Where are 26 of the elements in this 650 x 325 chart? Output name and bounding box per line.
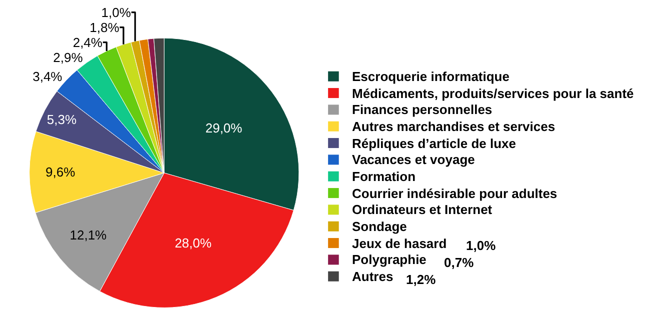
data-label: 29,0% bbox=[205, 120, 243, 136]
legend-label: Finances personnelles bbox=[352, 102, 492, 117]
legend-label: Répliques d’article de luxe bbox=[352, 136, 516, 151]
text: 1,2% bbox=[406, 272, 436, 287]
data-label: 2,9% bbox=[53, 50, 84, 65]
legend-label: Médicaments, produits/services pour la santé bbox=[352, 86, 634, 101]
legend-label: Vacances et voyage bbox=[352, 152, 475, 167]
legend-label: Autres bbox=[352, 269, 394, 284]
data-label: 12,1% bbox=[70, 227, 108, 242]
data-label: 28,0% bbox=[174, 235, 212, 250]
legend-label: Escroquerie informatique bbox=[352, 69, 510, 84]
data-label: 1,8% bbox=[90, 20, 120, 35]
data-label: 2,4% bbox=[72, 34, 103, 50]
legend-label: Autres marchandises et services bbox=[352, 119, 556, 134]
legend-label: Jeux de hasard bbox=[352, 236, 447, 251]
text: 1,0% bbox=[466, 238, 496, 253]
legend-label: Courrier indésirable pour adultes bbox=[352, 186, 558, 201]
text: 0,7% bbox=[444, 255, 474, 270]
legend-label: Formation bbox=[352, 169, 416, 184]
legend-label: Polygraphie bbox=[352, 252, 426, 267]
data-label: 5,3% bbox=[46, 112, 77, 127]
data-label: 1,0% bbox=[101, 4, 132, 20]
data-label: 9,6% bbox=[46, 164, 76, 180]
data-label: 3,4% bbox=[32, 68, 63, 84]
legend-label: Ordinateurs et Internet bbox=[352, 202, 493, 217]
legend-label: Sondage bbox=[352, 219, 407, 234]
